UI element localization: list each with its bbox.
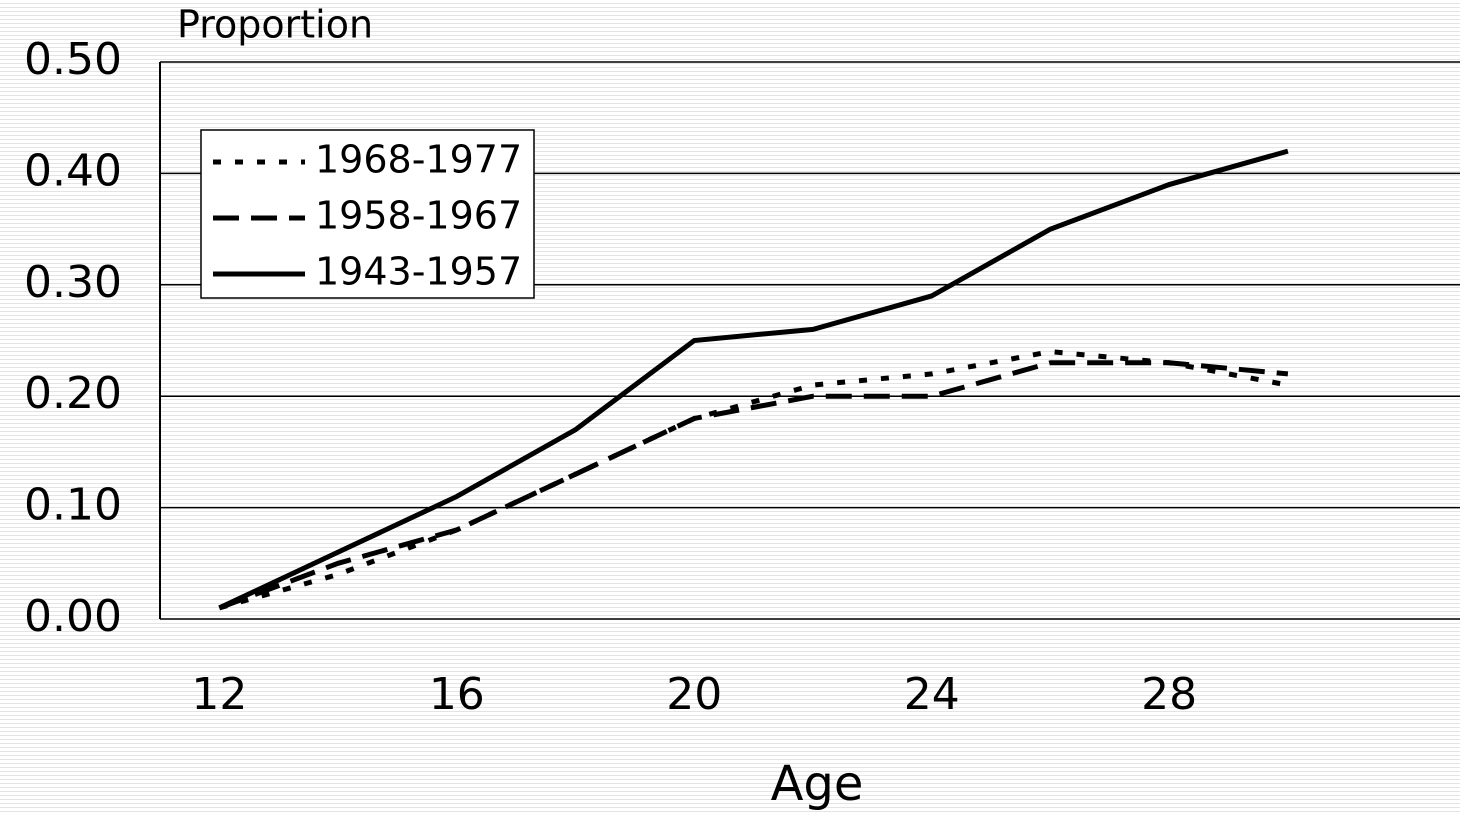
legend-label: 1958-1967	[315, 194, 522, 238]
y-tick-label: 0.50	[24, 34, 122, 85]
series-line	[218, 349, 1289, 611]
x-tick-label: 28	[1141, 669, 1197, 720]
y-tick-label: 0.30	[24, 257, 122, 308]
y-tick-label: 0.40	[24, 145, 122, 196]
y-tick-label: 0.10	[24, 480, 122, 531]
x-tick-label: 24	[904, 669, 960, 720]
y-tick-label: 0.20	[24, 368, 122, 419]
y-tick-label: 0.00	[24, 591, 122, 642]
legend-label: 1968-1977	[315, 138, 522, 182]
series-line	[218, 360, 1289, 611]
legend-label: 1943-1957	[315, 250, 522, 294]
series-line	[218, 148, 1289, 611]
x-tick-label: 16	[429, 669, 485, 720]
legend: 1968-1977 1958-1967 1943-1957	[200, 129, 535, 299]
x-axis-label: Age	[771, 756, 864, 812]
x-tick-label: 20	[666, 669, 722, 720]
x-tick-label: 12	[191, 669, 247, 720]
chart-title: Proportion	[177, 3, 373, 47]
legend-box	[200, 129, 535, 299]
